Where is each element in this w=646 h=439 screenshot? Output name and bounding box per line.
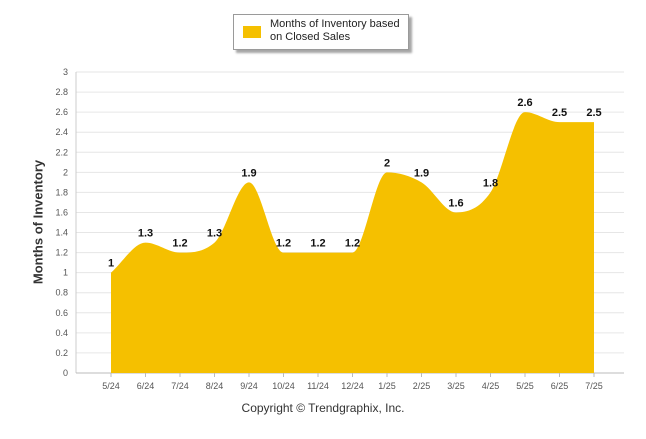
x-tick-label: 11/24 (307, 381, 329, 391)
data-label: 1.3 (138, 228, 153, 240)
legend-label: Months of Inventory based on Closed Sale… (270, 18, 400, 43)
data-label: 2.6 (517, 97, 532, 109)
y-tick-label: 1.8 (55, 187, 68, 197)
data-labels: 1 1.3 1.2 1.3 1.9 1.2 1.2 1.2 2 1.9 1.6 1.8 2.6 2.5 2.… (108, 97, 602, 270)
y-tick-label: 1.2 (55, 248, 68, 258)
copyright-text: Copyright © Trendgraphix, Inc. (241, 401, 405, 415)
data-label: 1.2 (345, 238, 360, 250)
x-tick-label: 5/25 (516, 381, 534, 391)
x-tick-label: 10/24 (272, 381, 295, 391)
x-tick-label: 12/24 (341, 381, 364, 391)
y-tick-label: 1.6 (55, 207, 68, 217)
y-tick-label: 0 (63, 368, 68, 378)
y-tick-label: 2.8 (55, 87, 68, 97)
data-label: 1.2 (276, 238, 291, 250)
y-tick-label: 3 (63, 67, 68, 77)
y-axis-label: Months of Inventory (30, 159, 46, 285)
y-tick-label: 0.6 (55, 308, 68, 318)
x-tick-label: 8/24 (206, 381, 224, 391)
y-tick-label: 2 (63, 167, 68, 177)
x-tick-label: 9/24 (240, 381, 258, 391)
data-label: 1 (108, 258, 114, 270)
x-tick-label: 6/24 (137, 381, 155, 391)
data-label: 2.5 (586, 107, 601, 119)
data-label: 1.6 (448, 197, 463, 209)
data-label: 1.3 (207, 228, 222, 240)
y-axis-ticks: 0 0.2 0.4 0.6 0.8 1 1.2 1.4 1.6 1.8 2 2.2 2.4 2.6 2.8 3 (55, 67, 68, 378)
data-label: 1.8 (483, 177, 498, 189)
y-tick-label: 0.4 (55, 328, 68, 338)
y-tick-label: 2.6 (55, 107, 68, 117)
data-label: 1.9 (241, 167, 256, 179)
y-tick-label: 2.4 (55, 127, 68, 137)
x-tick-label: 2/25 (413, 381, 431, 391)
x-tick-label: 7/25 (585, 381, 603, 391)
legend: Months of Inventory based on Closed Sale… (233, 14, 409, 50)
x-tick-label: 3/25 (447, 381, 465, 391)
y-tick-label: 1 (63, 268, 68, 278)
data-label: 2 (384, 157, 390, 169)
series-area (111, 112, 594, 373)
y-tick-label: 1.4 (55, 228, 68, 238)
data-label: 1.2 (310, 238, 325, 250)
data-label: 2.5 (552, 107, 567, 119)
x-axis-ticks: 5/24 6/24 7/24 8/24 9/24 10/24 11/24 12/24 1/25 2… (102, 373, 603, 391)
data-label: 1.2 (172, 238, 187, 250)
y-tick-label: 0.2 (55, 348, 68, 358)
x-tick-label: 4/25 (482, 381, 500, 391)
x-tick-label: 1/25 (378, 381, 396, 391)
x-tick-label: 7/24 (171, 381, 189, 391)
data-label: 1.9 (414, 167, 429, 179)
legend-swatch (243, 26, 261, 38)
x-tick-label: 5/24 (102, 381, 120, 391)
y-tick-label: 0.8 (55, 288, 68, 298)
x-tick-label: 6/25 (551, 381, 569, 391)
y-tick-label: 2.2 (55, 147, 68, 157)
